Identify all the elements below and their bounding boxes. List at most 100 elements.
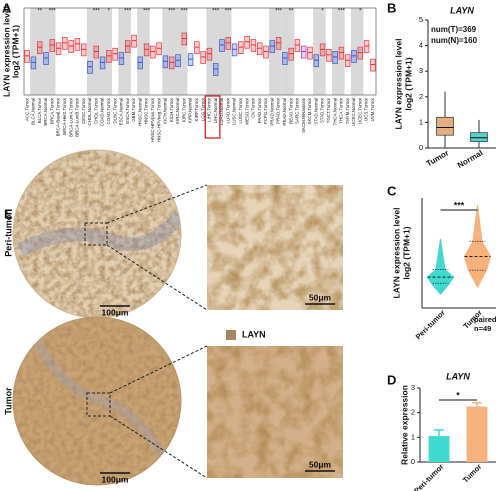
x-tick-label: THCA.Tumor — [339, 97, 344, 123]
legend-label: LAYN — [242, 329, 266, 339]
scale-bar: 100μm — [102, 474, 129, 484]
significance: *** — [93, 9, 101, 15]
comparison-shade — [269, 8, 282, 95]
panel-label: E — [4, 206, 13, 221]
x-tick-label: TGCT.Tumor — [326, 97, 331, 123]
significance: *** — [181, 9, 189, 15]
comparison-shade — [206, 8, 219, 95]
significance: ** — [289, 9, 294, 15]
bar — [466, 406, 488, 462]
significance: *** — [338, 9, 346, 15]
box — [169, 56, 175, 70]
box — [74, 38, 81, 51]
significance: * — [359, 9, 362, 15]
box — [162, 55, 169, 69]
x-tick-label: LUAD.Normal — [219, 98, 224, 125]
box — [200, 51, 206, 64]
plot-frame — [23, 7, 377, 96]
box — [37, 41, 43, 55]
x-tick-label: CESC.Tumor — [81, 97, 86, 123]
y-axis-label: log2 (TPM+1) — [401, 226, 411, 279]
x-tick-label: READ.Normal — [282, 98, 287, 126]
note: num(T)=369 — [431, 25, 477, 34]
box — [30, 56, 37, 70]
x-tick-label: LUSC.Tumor — [238, 97, 243, 123]
box — [87, 60, 93, 74]
comparison-shade — [99, 8, 112, 95]
bar — [428, 436, 450, 462]
tissue-outline — [12, 316, 182, 486]
box — [244, 35, 250, 49]
x-tick-label: SKCM.Tumor — [307, 97, 312, 124]
y-axis-label: log2 (TPM+1) — [403, 57, 413, 110]
box — [143, 43, 150, 57]
x-tick-label: KIRP.Normal — [188, 98, 193, 123]
significance: * — [456, 390, 460, 400]
comparison-shade — [30, 8, 43, 95]
comparison-shade — [281, 8, 295, 95]
chart-title: LAYN — [446, 371, 470, 381]
highlight-box — [204, 95, 221, 139]
box — [357, 46, 363, 60]
comparison-shade — [332, 8, 345, 95]
y-axis-label: Relative expression — [399, 385, 409, 465]
y-tick-label: 2 — [419, 92, 423, 101]
comparison-shade — [174, 8, 188, 95]
box — [93, 45, 99, 59]
x-tick-label: COAD.Normal — [100, 98, 105, 126]
box — [150, 45, 156, 59]
significance: *** — [454, 200, 465, 210]
violin — [427, 238, 454, 295]
box — [250, 39, 257, 52]
scale-bar-lines — [100, 303, 335, 474]
x-tick-label: UCEC.Tumor — [357, 97, 362, 124]
box — [43, 52, 49, 65]
box — [112, 47, 118, 61]
x-tick-label: BLCA.Tumor — [37, 97, 42, 123]
x-tick-label: LIHC.Tumor — [207, 97, 212, 121]
x-tick-label: BRCA-Basal.Tumor — [56, 97, 61, 136]
box — [118, 52, 125, 65]
y-tick-label: 1 — [419, 117, 423, 126]
comparison-shade — [118, 8, 131, 95]
x-tick-label: PRAD.Normal — [269, 98, 274, 126]
x-tick-label: UCS.Tumor — [364, 97, 369, 121]
box — [288, 47, 294, 61]
comparison-shade — [218, 8, 232, 95]
y-axis-label: LAYN expression level — [1, 6, 11, 97]
box — [326, 48, 332, 62]
x-tick-label: LGG.Tumor — [200, 97, 205, 121]
box — [49, 39, 55, 52]
box — [345, 54, 351, 68]
x-tick-label: BRCA-LumA.Tumor — [68, 97, 73, 136]
x-tick-label: LUAD.Tumor — [225, 97, 230, 123]
box — [332, 51, 338, 64]
x-tick-label: PRAD.Tumor — [276, 97, 281, 123]
tissue-image-peri — [13, 150, 181, 318]
x-tick-label: KIRC.Normal — [175, 98, 180, 124]
box — [213, 63, 219, 76]
box — [231, 43, 238, 57]
x-tick-label: MESO.Tumor — [244, 97, 249, 124]
x-tick-label: GBM.Tumor — [131, 97, 136, 121]
x-tick-label: STAD.Tumor — [320, 97, 325, 123]
box — [219, 39, 225, 52]
tissue-image-tumor — [13, 317, 181, 485]
box — [263, 45, 269, 59]
box — [181, 32, 187, 46]
box — [269, 40, 275, 53]
x-tick-label: Peri-tumor — [414, 308, 447, 341]
significance: *** — [212, 9, 220, 15]
x-tick-label: SARC.Tumor — [295, 97, 300, 123]
y-tick-label: 3 — [411, 383, 415, 392]
row-label: Tumor — [3, 387, 13, 415]
box — [206, 47, 213, 61]
box — [81, 43, 87, 57]
x-tick-label: BRCA-Her2.Tumor — [62, 97, 67, 134]
comparison-shade — [137, 8, 150, 95]
chart-title: LAYN — [450, 5, 474, 15]
x-tick-label: THYM.Tumor — [345, 97, 350, 124]
x-tick-label: Normal — [456, 148, 484, 170]
y-tick-label: 4 — [419, 41, 423, 50]
x-tick-label: CHOL.Normal — [87, 98, 92, 126]
